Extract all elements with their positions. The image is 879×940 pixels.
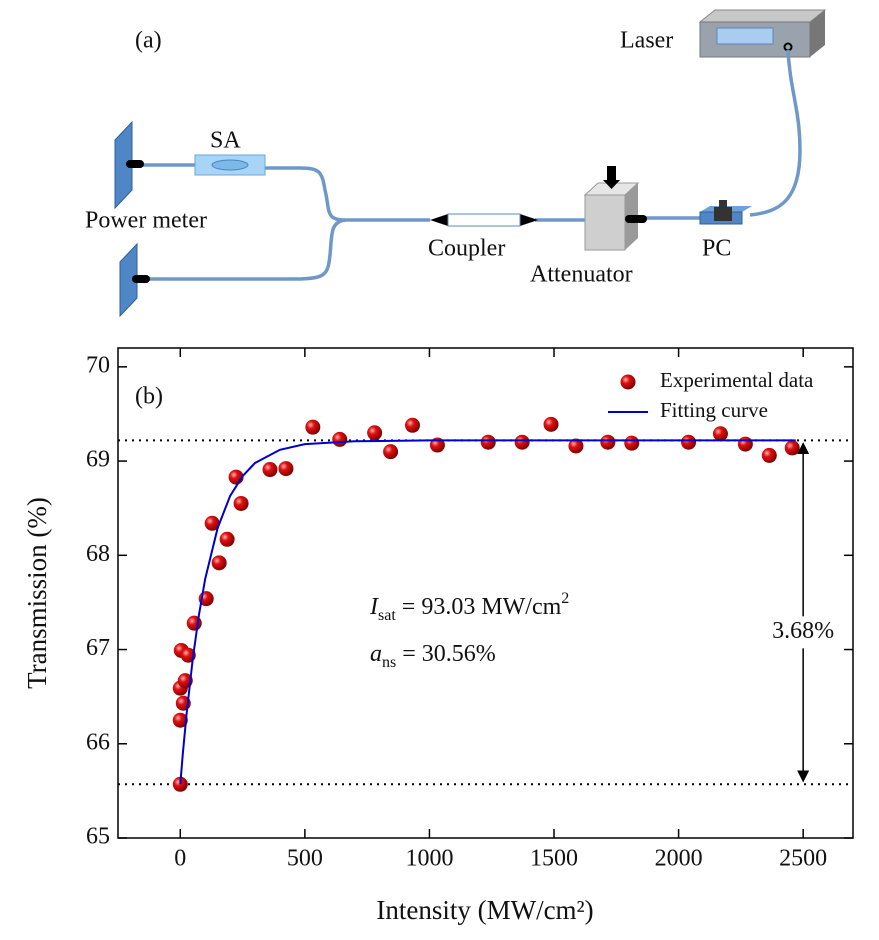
panel-label: (a) — [135, 28, 162, 54]
laser-label: Laser — [620, 28, 673, 54]
annotation-part: I — [369, 594, 379, 620]
data-point — [278, 461, 294, 477]
fiber — [749, 49, 802, 217]
power-meter — [114, 120, 133, 210]
x-tick-label: 0 — [174, 846, 186, 872]
laser-window — [716, 27, 774, 45]
data-point — [367, 425, 383, 441]
data-point — [761, 447, 777, 463]
annotation-part: = 93.03 MW/cm — [396, 594, 562, 620]
legend-label: Fitting curve — [660, 398, 768, 422]
sa-label: SA — [210, 128, 241, 154]
plot-frame — [117, 347, 854, 839]
chart: (b) Intensity (MW/cm²) Transmission (%) … — [22, 347, 854, 925]
attenuator-front — [584, 194, 626, 251]
x-tick-label: 2000 — [655, 846, 703, 872]
data-point — [204, 515, 220, 531]
y-tick-label: 69 — [86, 447, 110, 473]
data-point — [211, 555, 227, 571]
data-point — [404, 417, 420, 433]
arrow-label-bg — [755, 616, 852, 649]
pc-paddle — [714, 207, 732, 221]
annotation-part: sat — [378, 607, 396, 624]
data-point — [233, 495, 249, 511]
annotation: ans = 30.56% — [370, 641, 496, 672]
pc-label: PC — [702, 236, 731, 262]
connector — [126, 160, 144, 168]
data-point — [600, 434, 616, 450]
annotation: Isat = 93.03 MW/cm2 — [369, 590, 569, 624]
y-tick-label: 67 — [86, 635, 110, 661]
attenuator-label: Attenuator — [530, 262, 633, 288]
connector — [132, 275, 150, 283]
legend-label: Experimental data — [660, 368, 814, 392]
coupler-tube — [447, 213, 521, 227]
laser-side — [810, 10, 825, 57]
data-point — [383, 444, 399, 460]
data-point — [332, 431, 348, 447]
data-point — [480, 434, 496, 450]
annotation-part: ns — [382, 654, 396, 671]
x-axis-label: Intensity (MW/cm²) — [376, 895, 593, 925]
fit-curve — [179, 439, 796, 785]
annotation-part: = 30.56% — [396, 641, 496, 667]
x-tick-label: 2500 — [779, 846, 827, 872]
coupler-label: Coupler — [428, 236, 505, 262]
data-point — [712, 426, 728, 442]
data-point — [262, 462, 278, 478]
y-tick-label: 70 — [86, 352, 110, 378]
pc-knob — [719, 200, 727, 209]
laser-top — [698, 9, 827, 23]
annotation-part: a — [370, 641, 382, 667]
data-point — [219, 531, 235, 547]
legend-marker — [620, 374, 636, 390]
y-axis-label: Transmission (%) — [22, 497, 52, 689]
data-point — [681, 434, 697, 450]
arrow-label: 3.68% — [772, 618, 834, 644]
data-point — [514, 434, 530, 450]
connector — [625, 215, 647, 223]
attenuator-knob — [607, 166, 616, 182]
sa-core — [211, 159, 249, 171]
y-tick-label: 66 — [86, 729, 110, 755]
panel-label: (b) — [135, 384, 163, 410]
data-point — [737, 436, 753, 452]
fiber — [145, 218, 346, 281]
x-tick-label: 500 — [287, 846, 323, 872]
attenuator-arrow — [603, 180, 620, 189]
data-point — [624, 435, 640, 451]
x-tick-label: 1500 — [530, 846, 578, 872]
data-point — [568, 438, 584, 454]
setup-diagram: (a) Laser Power meter SA Coupler — [85, 9, 827, 318]
data-point — [543, 416, 559, 432]
y-tick-label: 68 — [86, 541, 110, 567]
data-point — [784, 440, 800, 456]
y-tick-label: 65 — [86, 824, 110, 850]
power-meter-label: Power meter — [85, 208, 207, 234]
annotation-part: 2 — [561, 590, 569, 607]
data-point — [305, 419, 321, 435]
fiber — [265, 166, 430, 222]
power-meter — [119, 242, 138, 318]
x-tick-label: 1000 — [405, 846, 453, 872]
data-point — [172, 712, 188, 728]
